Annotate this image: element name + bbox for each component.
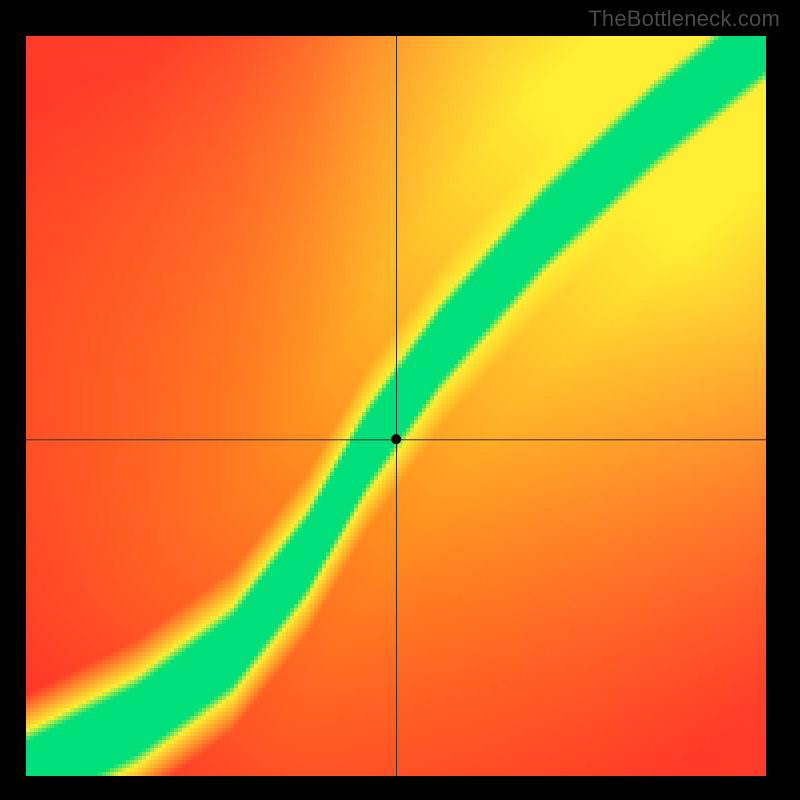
chart-container: TheBottleneck.com [0, 0, 800, 800]
watermark-text: TheBottleneck.com [588, 6, 780, 32]
bottleneck-heatmap [0, 0, 800, 800]
